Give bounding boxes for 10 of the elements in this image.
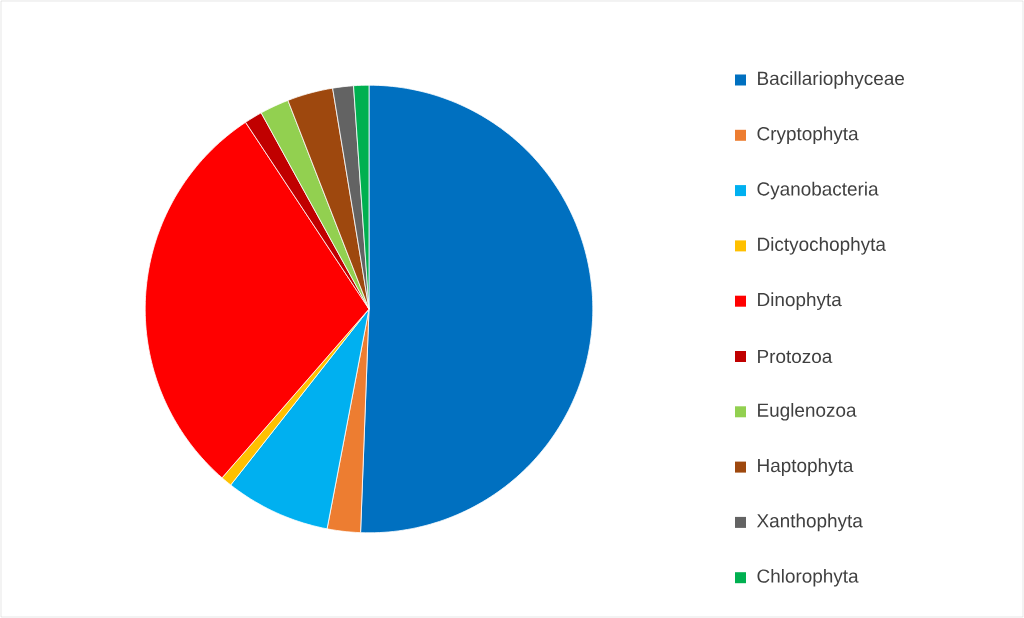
- legend-label: Xanthophyta: [756, 513, 863, 532]
- legend-label: Protozoa: [758, 349, 833, 364]
- legend-label: Dinophyta: [758, 292, 842, 311]
- legend-label: Cyanobacteria: [757, 181, 879, 200]
- legend-label: Dictyochophyta: [758, 237, 886, 255]
- legend-label: Chlorophyta: [757, 568, 859, 587]
- legend-label: Euglenozoa: [758, 402, 857, 421]
- legend-label: Bacillariophyceae: [758, 71, 905, 89]
- legend-label: Cryptophyta: [757, 126, 859, 145]
- legend-label: Haptophyta: [758, 458, 854, 476]
